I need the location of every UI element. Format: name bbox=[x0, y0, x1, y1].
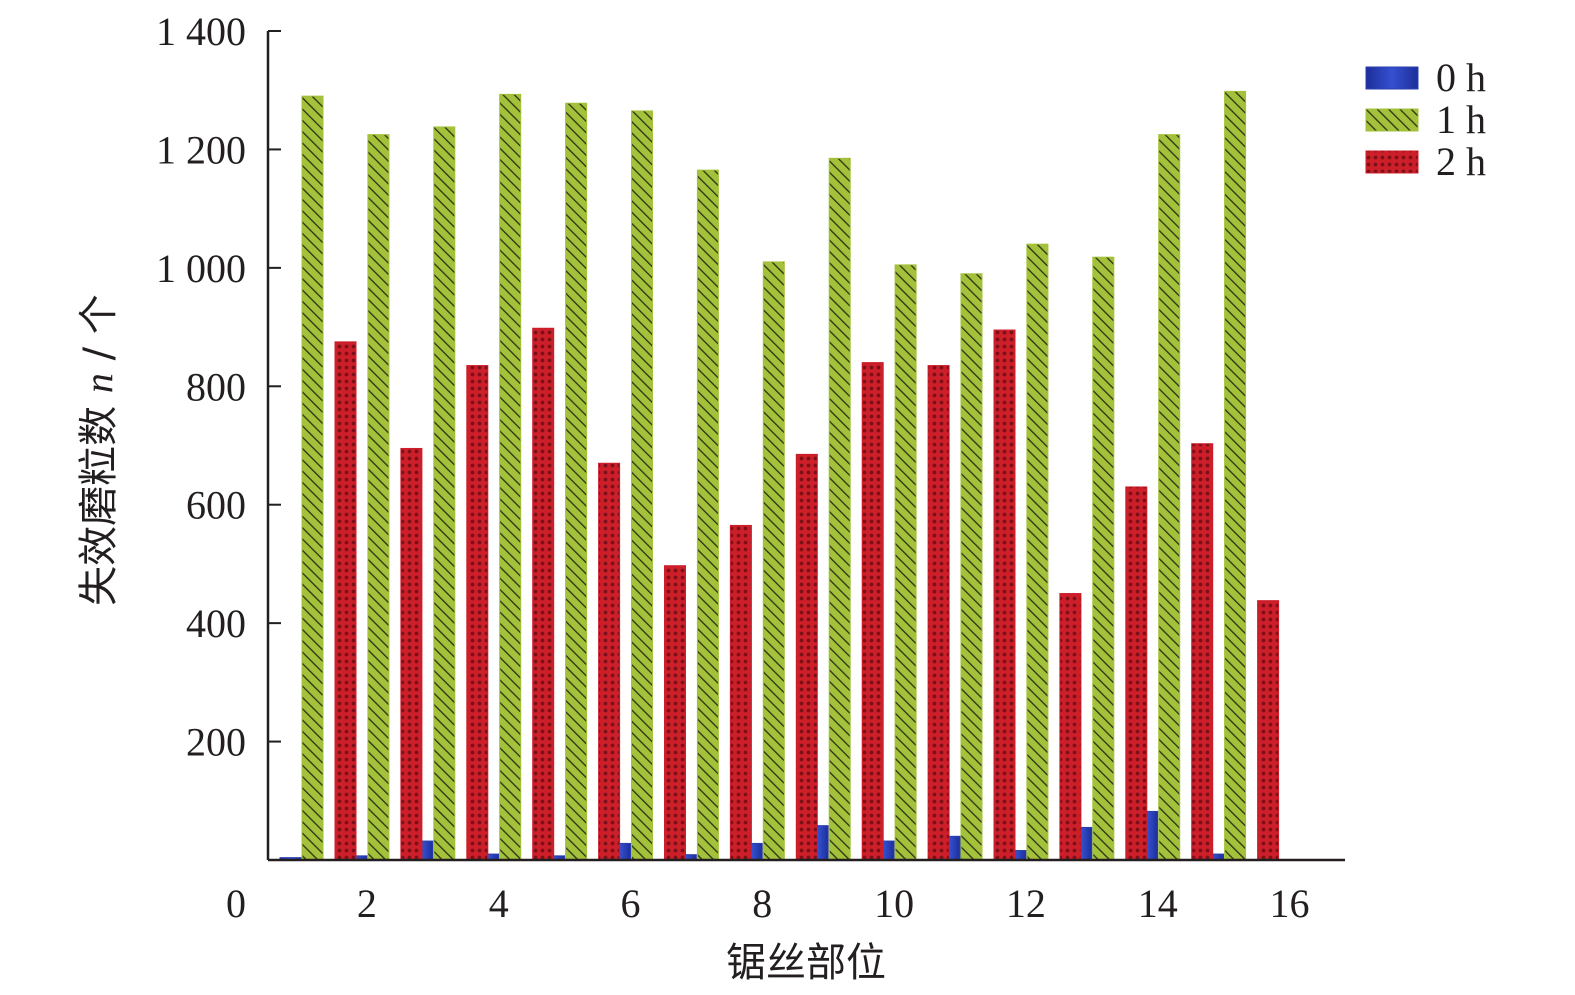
bar-1h-2 bbox=[367, 134, 390, 861]
bar-1h-11 bbox=[960, 273, 983, 861]
bar-2h-13 bbox=[1125, 486, 1148, 861]
x-tick-label: 16 bbox=[1270, 881, 1310, 926]
bar-2h-14 bbox=[1191, 443, 1214, 861]
legend-swatch-1h bbox=[1365, 108, 1419, 132]
legend-label-0h: 0 h bbox=[1436, 55, 1486, 100]
bar-1h-5 bbox=[565, 102, 588, 861]
bar-2h-1 bbox=[334, 341, 357, 861]
y-tick-label: 600 bbox=[186, 483, 246, 528]
bar-2h-2 bbox=[400, 447, 423, 861]
bar-1h-12 bbox=[1026, 243, 1049, 861]
x-tick-label: 2 bbox=[357, 881, 377, 926]
bar-2h-12 bbox=[1059, 593, 1082, 861]
bar-2h-9 bbox=[861, 362, 884, 861]
bar-1h-13 bbox=[1092, 256, 1115, 861]
x-axis-title: 锯丝部位 bbox=[726, 940, 886, 986]
y-axis-title-text: 失效磨粒数 bbox=[76, 393, 122, 606]
legend-label-2h: 2 h bbox=[1436, 139, 1486, 184]
y-tick-label: 400 bbox=[186, 601, 246, 646]
y-ticks: 200 400 600 800 1 000 1 200 1 400 bbox=[156, 9, 281, 765]
y-axis-title-variable: n bbox=[76, 373, 121, 393]
bar-2h-6 bbox=[664, 565, 686, 861]
x-tick-label: 8 bbox=[752, 881, 772, 926]
bar-1h-7 bbox=[696, 169, 719, 861]
bars-group bbox=[279, 90, 1280, 861]
bar-2h-8 bbox=[795, 453, 818, 861]
bar-1h-4 bbox=[499, 93, 522, 861]
bar-1h-10 bbox=[894, 264, 917, 861]
axes bbox=[266, 31, 1345, 862]
bar-2h-15 bbox=[1257, 600, 1280, 861]
bar-1h-14 bbox=[1158, 134, 1181, 861]
x-tick-label: 12 bbox=[1006, 881, 1046, 926]
y-tick-label: 1 000 bbox=[156, 246, 246, 291]
legend: 0 h1 h2 h bbox=[1365, 55, 1486, 184]
x-tick-label: 4 bbox=[489, 881, 509, 926]
bar-2h-11 bbox=[993, 329, 1016, 861]
bar-2h-7 bbox=[729, 524, 752, 861]
y-tick-label: 800 bbox=[186, 364, 246, 409]
y-tick-label: 200 bbox=[186, 720, 246, 765]
bar-1h-3 bbox=[433, 126, 456, 861]
y-axis-title-unit: / 个 bbox=[76, 294, 122, 373]
x-ticks: 2 4 6 8 10 12 14 16 bbox=[357, 881, 1310, 926]
origin-label: 0 bbox=[226, 881, 246, 926]
bar-2h-3 bbox=[466, 365, 489, 861]
bar-1h-6 bbox=[631, 110, 653, 861]
legend-label-1h: 1 h bbox=[1436, 97, 1486, 142]
bar-1h-1 bbox=[301, 95, 324, 861]
bar-2h-10 bbox=[927, 365, 950, 861]
y-axis-title: 失效磨粒数 n / 个 bbox=[76, 294, 122, 606]
legend-swatch-0h bbox=[1365, 66, 1419, 90]
bar-1h-9 bbox=[828, 157, 851, 861]
x-tick-label: 10 bbox=[874, 881, 914, 926]
y-tick-label: 1 200 bbox=[156, 127, 246, 172]
bar-2h-4 bbox=[532, 327, 555, 861]
bar-2h-5 bbox=[598, 462, 621, 861]
bar-1h-15 bbox=[1224, 90, 1247, 861]
legend-swatch-2h bbox=[1365, 150, 1419, 174]
x-tick-label: 14 bbox=[1138, 881, 1178, 926]
y-tick-label: 1 400 bbox=[156, 9, 246, 54]
bar-1h-8 bbox=[762, 261, 785, 861]
x-tick-label: 6 bbox=[621, 881, 641, 926]
